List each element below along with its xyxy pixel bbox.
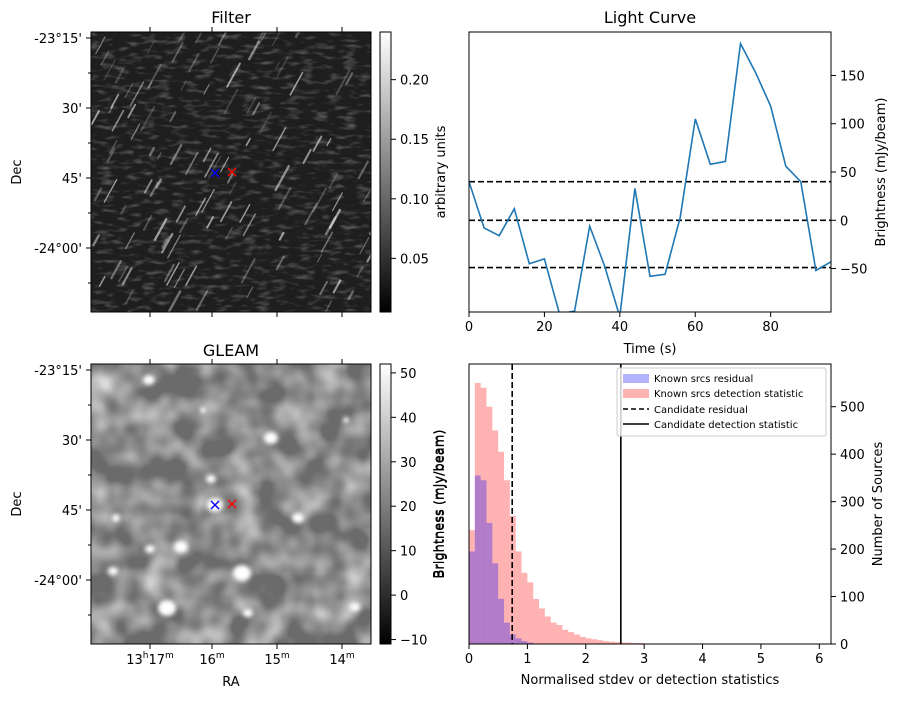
gleam-title: GLEAM xyxy=(203,341,259,360)
histogram-bar-known-detection xyxy=(557,625,563,644)
lightcurve-x-tick-label: 20 xyxy=(536,320,553,335)
histogram-x-tick-label: 6 xyxy=(815,652,823,667)
histogram-bar-known-detection xyxy=(551,623,557,644)
lightcurve-frame xyxy=(469,32,831,312)
histogram-bar-known-detection xyxy=(574,635,580,644)
histogram-x-tick-label: 4 xyxy=(698,652,706,667)
lightcurve-ylabel: Brightness (mJy/beam) xyxy=(874,98,889,247)
gleam-dec-tick-label: -24°00' xyxy=(34,574,82,589)
gleam-ra-tick-label: 14m xyxy=(329,651,354,668)
filter-dec-tick-label: -23°15' xyxy=(34,32,82,47)
lightcurve-x-tick-label: 80 xyxy=(762,320,779,335)
gleam-ra-tick-label: 15m xyxy=(264,651,289,668)
histogram-x-tick-label: 0 xyxy=(465,652,473,667)
gleam-colorbar-tick-label: 50 xyxy=(400,367,417,382)
histogram-bar-known-detection xyxy=(516,551,522,644)
filter-ylabel: Dec xyxy=(10,159,25,184)
lightcurve-y-tick-label: 100 xyxy=(840,118,865,133)
histogram-y-tick-label: 500 xyxy=(840,401,865,416)
filter-colorbar xyxy=(380,32,391,312)
histogram-bar-known-residual xyxy=(498,599,504,644)
histogram-bar-known-detection xyxy=(527,582,533,644)
lightcurve-title: Light Curve xyxy=(604,8,696,27)
histogram-bar-known-residual xyxy=(516,638,522,644)
filter-dec-tick-label: -24°00' xyxy=(34,242,82,257)
histogram-x-tick-label: 2 xyxy=(582,652,590,667)
histogram-y-tick-label: 0 xyxy=(840,638,848,653)
histogram-bar-known-detection xyxy=(580,637,586,644)
histogram-bar-known-residual xyxy=(475,476,481,644)
gleam-colorbar xyxy=(380,364,391,644)
gleam-ylabel: Dec xyxy=(10,491,25,516)
histogram-bar-known-residual xyxy=(469,551,475,644)
histogram-bar-known-detection xyxy=(522,573,528,644)
histogram-bar-known-residual xyxy=(492,563,498,644)
histogram-bar-known-residual xyxy=(487,523,493,644)
filter-dec-tick-label: 30' xyxy=(62,102,82,117)
histogram-bar-known-detection xyxy=(545,616,551,644)
filter-image-ridges xyxy=(91,32,371,312)
histogram-bar-known-detection xyxy=(533,599,539,644)
histogram-bar-known-residual xyxy=(504,623,510,644)
legend-swatch-known-residual xyxy=(623,374,649,383)
legend-label-known-residual: Known srcs residual xyxy=(654,374,753,385)
histogram-xlabel: Normalised stdev or detection statistics xyxy=(521,673,780,688)
filter-colorbar-tick-label: 0.20 xyxy=(400,74,429,89)
histogram-bar-known-detection xyxy=(597,640,603,644)
histogram-panel: 0 1 2 3 4 5 6 0 100 200 300 400 500 Normalised stde… xyxy=(432,364,886,688)
histogram-bar-known-detection xyxy=(568,632,574,644)
legend-label-known-detection: Known srcs detection statistic xyxy=(654,389,803,400)
histogram-x-tick-label: 5 xyxy=(757,652,765,667)
gleam-colorbar-tick-label: 40 xyxy=(400,411,417,426)
gleam-dec-tick-label: -23°15' xyxy=(34,364,82,379)
filter-colorbar-tick-label: 0.05 xyxy=(400,252,429,267)
histogram-x-tick-label: 1 xyxy=(523,652,531,667)
histogram-y-tick-label: 300 xyxy=(840,496,865,511)
lightcurve-y-tick-label: 50 xyxy=(840,166,857,181)
legend-swatch-known-detection xyxy=(623,389,649,398)
filter-colorbar-label: arbitrary units xyxy=(434,125,449,218)
lightcurve-y-tick-label: 150 xyxy=(840,69,865,84)
histogram-bar-known-detection xyxy=(592,639,598,644)
gleam-colorbar-tick-label: 30 xyxy=(400,456,417,471)
lightcurve-x-tick-label: 60 xyxy=(687,320,704,335)
lightcurve-xlabel: Time (s) xyxy=(623,342,677,357)
gleam-ra-tick-label: 16m xyxy=(199,651,224,668)
histogram-bar-known-detection xyxy=(539,608,545,644)
gleam-xlabel: RA xyxy=(222,675,240,690)
gleam-dec-tick-label: 45' xyxy=(62,504,82,519)
lightcurve-y-tick-label: −50 xyxy=(840,263,867,278)
gleam-dec-tick-label: 30' xyxy=(62,434,82,449)
histogram-x-tick-label: 3 xyxy=(640,652,648,667)
lightcurve-x-tick-label: 0 xyxy=(465,320,473,335)
histogram-legend: Known srcs residual Known srcs detection… xyxy=(617,368,826,436)
histogram-bar-known-detection xyxy=(586,638,592,644)
histogram-ylabel-left: Brightness (mJy/beam) xyxy=(432,430,447,579)
histogram-ylabel-right: Number of Sources xyxy=(871,442,886,567)
gleam-colorbar-tick-label: 10 xyxy=(400,545,417,560)
filter-title: Filter xyxy=(211,8,251,27)
histogram-bar-known-detection xyxy=(504,480,510,644)
lightcurve-panel: Light Curve 0 20 40 60 80 −50 0 50 100 150 Time … xyxy=(465,8,889,357)
filter-colorbar-tick-label: 0.15 xyxy=(400,133,429,148)
histogram-y-tick-label: 100 xyxy=(840,591,865,606)
gleam-image-dark-noise xyxy=(91,364,371,644)
gleam-ra-tick-label: 13h17m xyxy=(126,651,174,668)
histogram-y-tick-label: 400 xyxy=(840,448,865,463)
gleam-colorbar-tick-label: 0 xyxy=(400,589,408,604)
filter-dec-tick-label: 45' xyxy=(62,172,82,187)
gleam-colorbar-tick-label: −10 xyxy=(400,634,427,649)
legend-label-candidate-detection: Candidate detection statistic xyxy=(654,420,798,431)
histogram-y-tick-label: 200 xyxy=(840,543,865,558)
lightcurve-y-tick-label: 0 xyxy=(840,214,848,229)
filter-panel: Filter -23°15' 30' 45' -24°00' Dec 0.05 0.10… xyxy=(10,8,449,318)
legend-label-candidate-residual: Candidate residual xyxy=(654,405,748,416)
histogram-bar-known-residual xyxy=(481,480,487,644)
lightcurve-series-line xyxy=(469,44,831,317)
histogram-bar-known-detection xyxy=(562,630,568,644)
lightcurve-x-tick-label: 40 xyxy=(612,320,629,335)
filter-colorbar-tick-label: 0.10 xyxy=(400,193,429,208)
gleam-colorbar-tick-label: 20 xyxy=(400,500,417,515)
